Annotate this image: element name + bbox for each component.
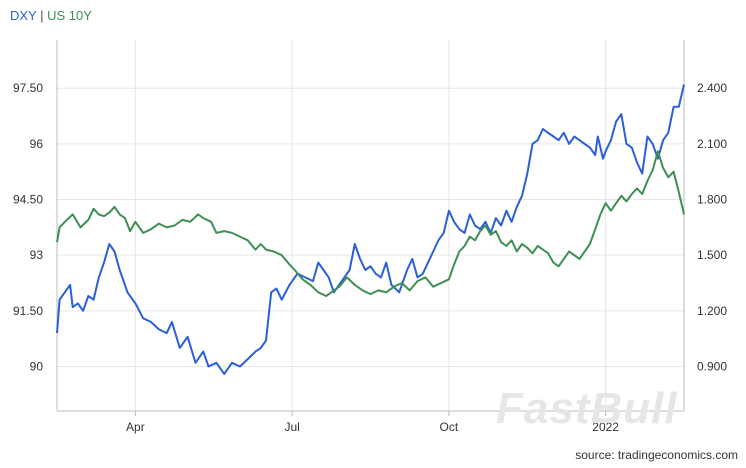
legend-separator: | (36, 8, 48, 23)
right-tick-label: 1.800 (697, 193, 727, 207)
x-tick-label: Oct (440, 420, 459, 434)
source-note[interactable]: source: tradingeconomics.com (575, 448, 738, 462)
left-tick-label: 93 (30, 248, 44, 262)
watermark-logo: FastBull (496, 384, 678, 433)
left-tick-label: 97.50 (13, 81, 43, 95)
legend-dxy[interactable]: DXY (10, 8, 37, 23)
left-tick-label: 94.50 (13, 193, 43, 207)
legend-us10y[interactable]: US 10Y (47, 8, 92, 23)
chart-legend: DXY | US 10Y (10, 8, 92, 23)
left-tick-label: 90 (30, 359, 44, 373)
right-tick-label: 0.900 (697, 359, 727, 373)
series-line-dxy (56, 84, 685, 375)
x-tick-label: Apr (126, 420, 145, 434)
right-tick-label: 1.500 (697, 248, 727, 262)
series-line-us10y (56, 150, 685, 297)
right-tick-label: 2.100 (697, 137, 727, 151)
left-tick-label: 91.50 (13, 304, 43, 318)
x-tick-label: 2022 (592, 420, 619, 434)
x-tick-label: Jul (284, 420, 299, 434)
right-tick-label: 1.200 (697, 304, 727, 318)
right-tick-label: 2.400 (697, 81, 727, 95)
left-tick-label: 96 (30, 137, 44, 151)
